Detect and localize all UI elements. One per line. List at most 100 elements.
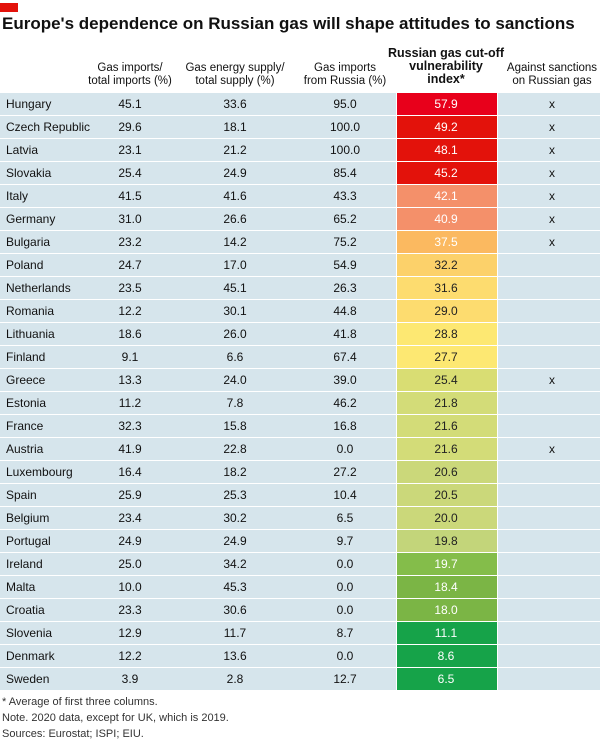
index-cell: [396, 599, 497, 621]
cell: 0.0: [336, 580, 354, 594]
cell: 24.9: [223, 534, 247, 548]
row-line: [0, 391, 600, 392]
cell: 16.4: [118, 465, 142, 479]
index-value: 20.0: [434, 511, 458, 525]
cell: 41.9: [118, 442, 142, 456]
cell: 8.7: [336, 626, 354, 640]
row-line: [0, 690, 600, 691]
cell: 45.1: [223, 281, 247, 295]
country: Poland: [6, 258, 44, 272]
index-value: 42.1: [434, 189, 458, 203]
country: Malta: [6, 580, 36, 594]
cell: [502, 346, 600, 369]
cell: x: [549, 189, 555, 203]
index-value: 32.2: [434, 258, 458, 272]
cell: [502, 668, 600, 691]
index-cell: [396, 346, 497, 368]
cell: 10.4: [333, 488, 357, 502]
cell: 6.6: [226, 350, 244, 364]
index-cell: [396, 300, 497, 322]
country: Lithuania: [6, 327, 55, 341]
cell: 13.3: [118, 373, 142, 387]
row-line: [0, 460, 600, 461]
cell: 24.9: [118, 534, 142, 548]
cell: [502, 323, 600, 346]
index-value: 49.2: [434, 120, 458, 134]
row-line: [0, 276, 600, 277]
cell: 17.0: [223, 258, 247, 272]
cell: 13.6: [223, 649, 247, 663]
note: Note. 2020 data, except for UK, which is…: [2, 712, 229, 724]
cell: 30.2: [223, 511, 247, 525]
country: Luxembourg: [6, 465, 73, 479]
column-header: Against sanctions: [506, 62, 598, 74]
cell: [502, 300, 600, 323]
index-value: 18.4: [434, 580, 458, 594]
row-line: [0, 253, 600, 254]
country: Croatia: [6, 603, 45, 617]
country: Ireland: [6, 557, 43, 571]
index-cell: [396, 208, 497, 230]
index-cell: [396, 392, 497, 414]
row-line: [0, 598, 600, 599]
index-cell: [396, 415, 497, 437]
cell: [502, 484, 600, 507]
table-bg: [0, 93, 600, 691]
cell: 43.3: [333, 189, 357, 203]
country: Hungary: [6, 97, 52, 111]
row-line: [0, 161, 600, 162]
index-value: 21.6: [434, 419, 458, 433]
cell: 0.0: [336, 649, 354, 663]
cell: [502, 415, 600, 438]
cell: 24.0: [223, 373, 247, 387]
cell: 18.6: [118, 327, 142, 341]
row-line: [0, 483, 600, 484]
column-header: Gas imports/: [97, 62, 163, 74]
cell: 45.3: [223, 580, 247, 594]
cell: 23.2: [118, 235, 142, 249]
cell: [502, 392, 600, 415]
row-line: [0, 138, 600, 139]
cell: 9.7: [336, 534, 354, 548]
cell: 0.0: [336, 442, 354, 456]
cell: 26.6: [223, 212, 247, 226]
cell: 31.0: [118, 212, 142, 226]
index-value: 21.6: [434, 442, 458, 456]
cell: 16.8: [333, 419, 357, 433]
row-line: [0, 322, 600, 323]
index-cell: [396, 277, 497, 299]
column-header: Gas energy supply/: [185, 62, 285, 74]
index-value: 6.5: [437, 672, 455, 686]
cell: 12.2: [118, 649, 142, 663]
cell: 44.8: [333, 304, 357, 318]
cell: x: [549, 442, 555, 456]
cell: [502, 553, 600, 576]
cell: 10.0: [118, 580, 142, 594]
index-value: 28.8: [434, 327, 458, 341]
row-line: [0, 230, 600, 231]
country: Finland: [6, 350, 46, 364]
cell: 67.4: [333, 350, 357, 364]
index-cell: [396, 507, 497, 529]
country: Slovenia: [6, 626, 53, 640]
note: Sources: Eurostat; ISPI; EIU.: [2, 728, 144, 740]
cell: 27.2: [333, 465, 357, 479]
cell: 12.9: [118, 626, 142, 640]
cell: 12.7: [333, 672, 357, 686]
cell: 45.1: [118, 97, 142, 111]
row-line: [0, 529, 600, 530]
country: Denmark: [6, 649, 55, 663]
country: Italy: [6, 189, 29, 203]
row-line: [0, 184, 600, 185]
cell: 46.2: [333, 396, 357, 410]
index-cell: [396, 231, 497, 253]
index-cell: [396, 162, 497, 184]
cell: 85.4: [333, 166, 357, 180]
index-value: 19.7: [434, 557, 458, 571]
index-value: 29.0: [434, 304, 458, 318]
cell: 29.6: [118, 120, 142, 134]
cell: x: [549, 166, 555, 180]
index-value: 48.1: [434, 143, 458, 157]
index-value: 40.9: [434, 212, 458, 226]
index-cell: [396, 139, 497, 161]
